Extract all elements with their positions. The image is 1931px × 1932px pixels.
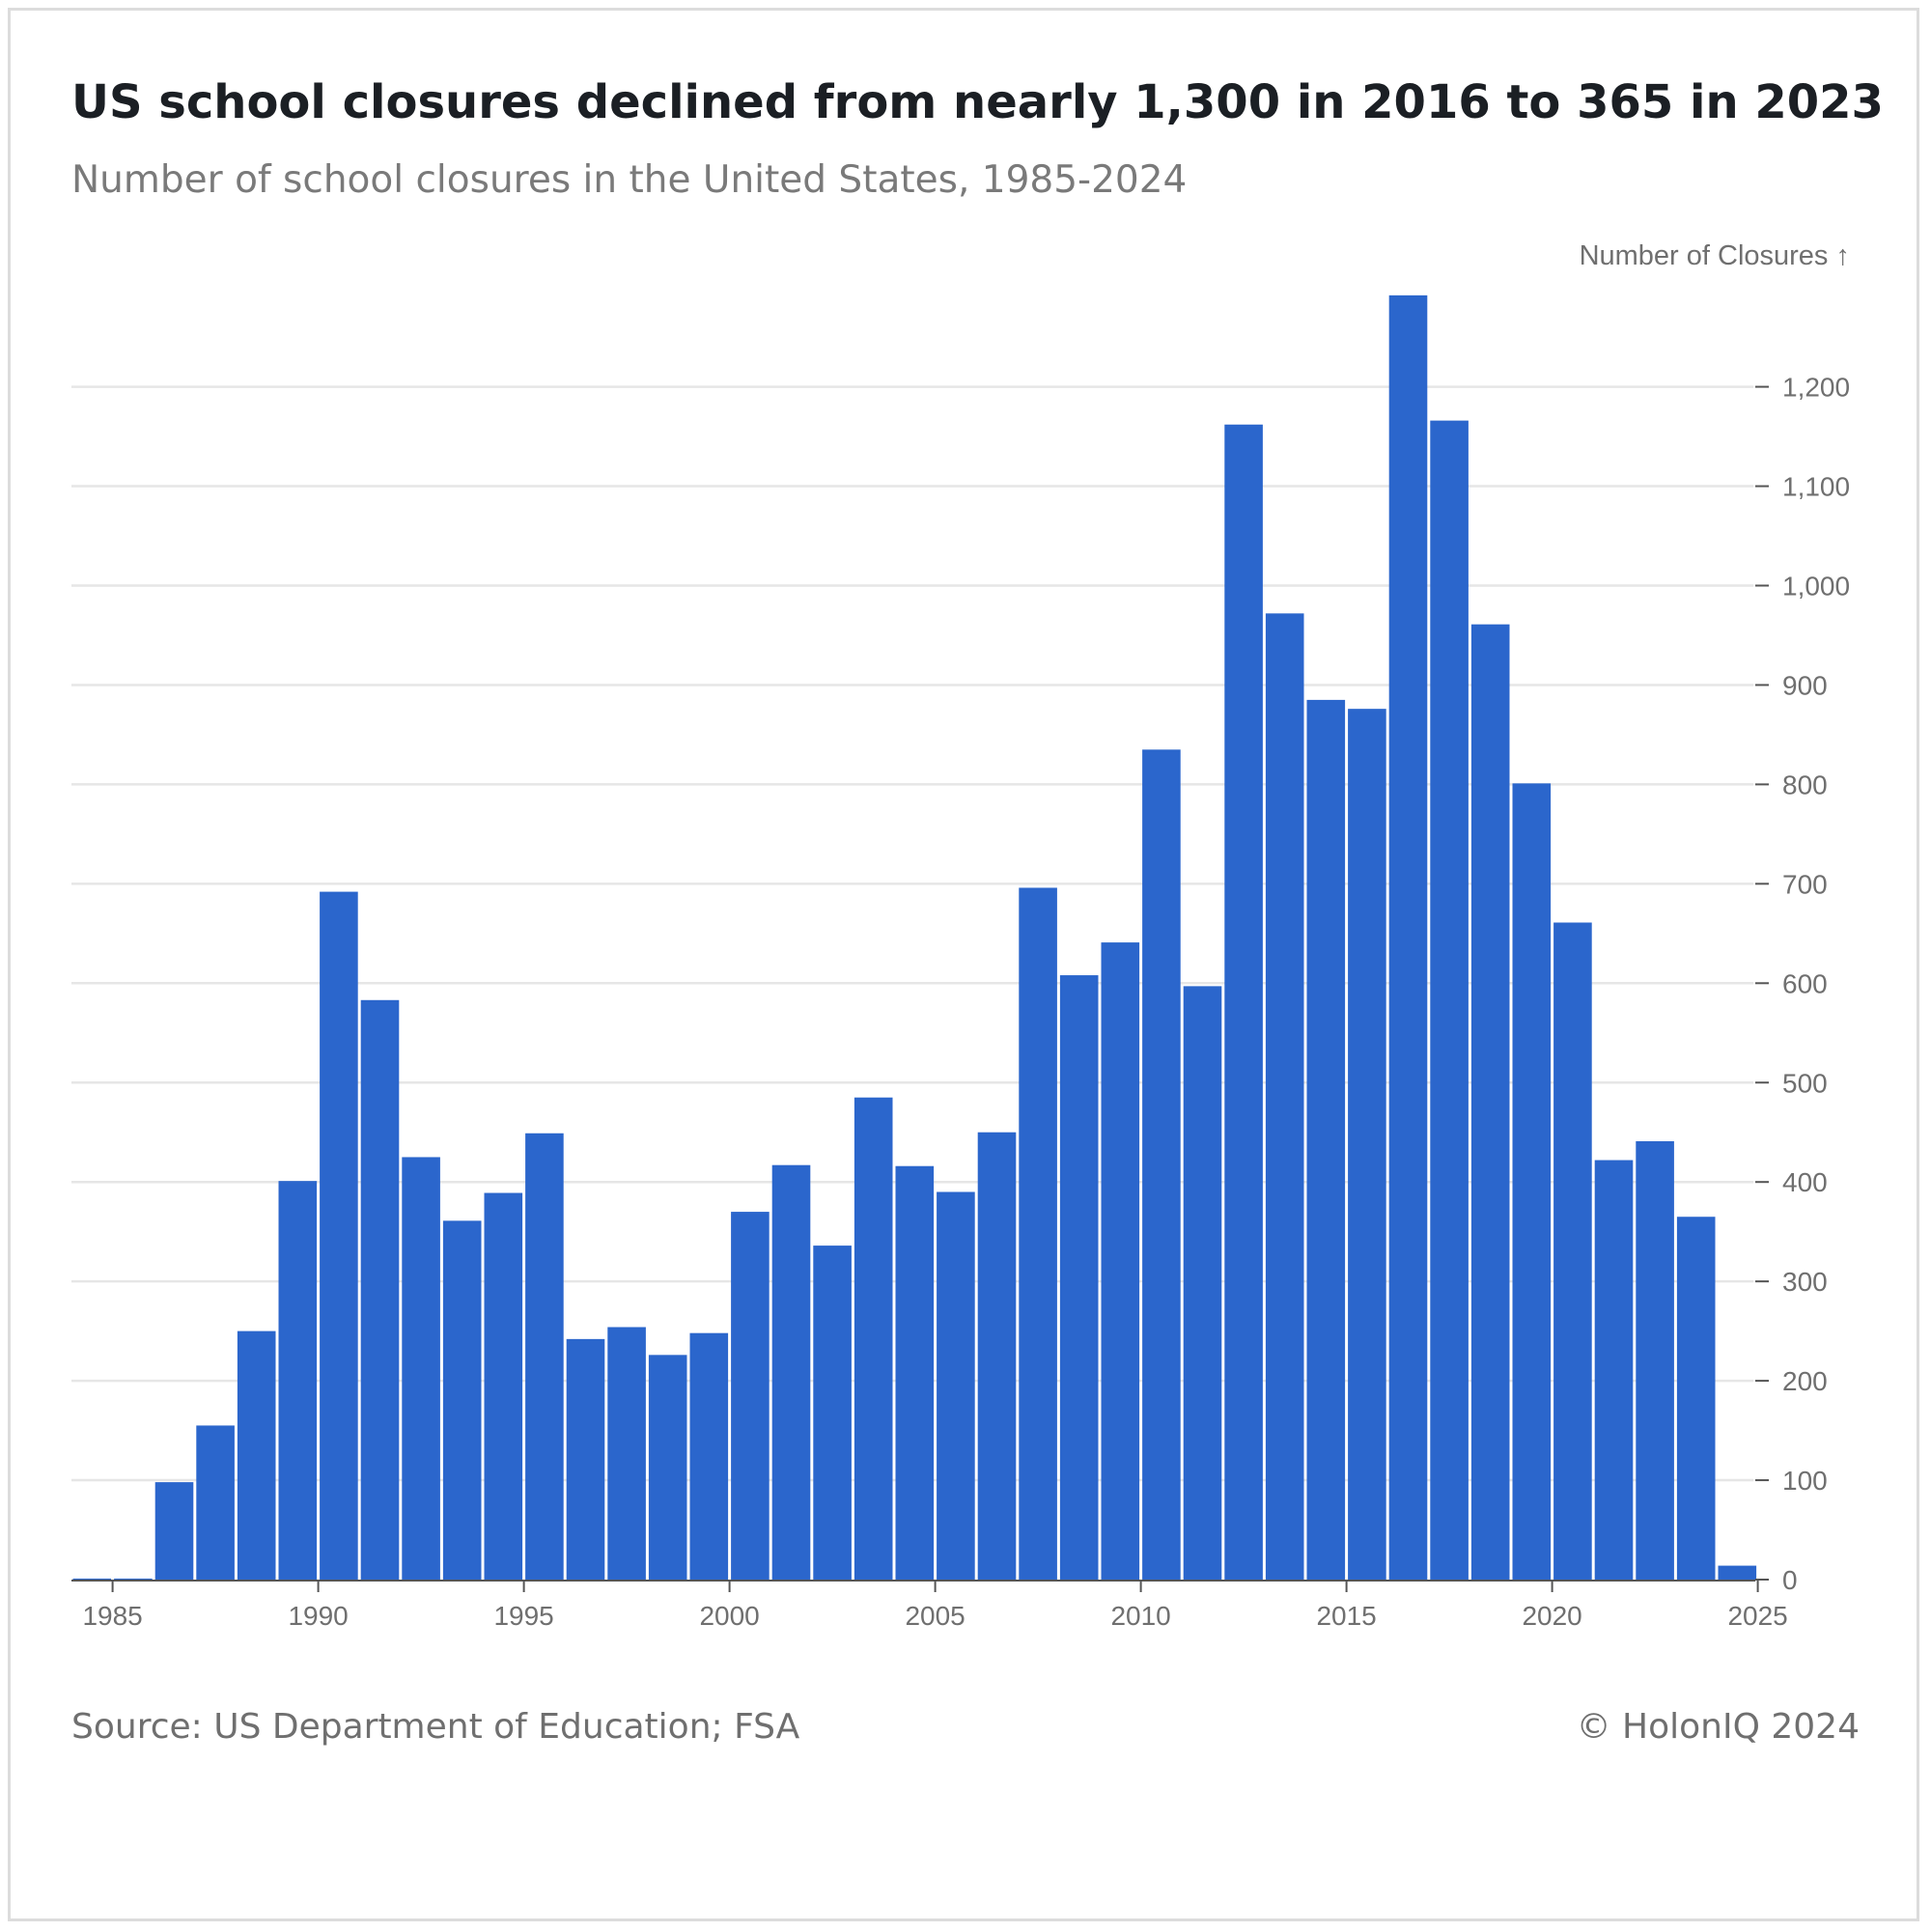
bar-1989 (278, 1181, 318, 1580)
bar-1984 (72, 1578, 112, 1580)
bar-2007 (1019, 887, 1057, 1580)
bar-2021 (1594, 1160, 1634, 1580)
y-tick-label: 300 (1782, 1267, 1828, 1297)
bar-2003 (854, 1097, 893, 1580)
bar-1992 (402, 1157, 440, 1580)
y-axis: 0 100 200 300 400 500 600 700 800 900 1,000 1,100 1,… (1755, 373, 1850, 1595)
copyright-note: © HolonIQ 2024 (1576, 1707, 1860, 1747)
x-tick-label: 2020 (1522, 1601, 1581, 1631)
source-note: Source: US Department of Education; FSA (71, 1707, 800, 1747)
y-tick-label: 100 (1782, 1466, 1828, 1496)
bar-2022 (1636, 1140, 1674, 1580)
bar-2008 (1059, 975, 1099, 1580)
y-tick-label: 600 (1782, 968, 1828, 998)
chart-subtitle: Number of school closures in the United … (71, 158, 1188, 202)
bar-2019 (1512, 783, 1552, 1580)
bar-2013 (1265, 613, 1304, 1580)
y-tick-label: 1,000 (1782, 572, 1850, 602)
y-tick-label: 0 (1782, 1565, 1798, 1595)
bar-2010 (1142, 749, 1181, 1580)
bar-2005 (937, 1191, 975, 1580)
bar-1994 (484, 1192, 523, 1580)
x-tick-label: 2015 (1316, 1601, 1376, 1631)
bar-2018 (1470, 624, 1510, 1580)
bar-1985 (114, 1578, 153, 1580)
bar-1996 (566, 1338, 605, 1580)
bar-1986 (154, 1482, 194, 1580)
bar-2000 (731, 1212, 770, 1580)
y-tick-label: 800 (1782, 770, 1828, 799)
bar-1999 (689, 1332, 729, 1580)
bar-2023 (1676, 1217, 1716, 1580)
x-tick-label: 2010 (1110, 1601, 1170, 1631)
y-tick-label: 1,200 (1782, 373, 1850, 403)
x-tick-label: 1985 (82, 1601, 142, 1631)
x-tick-label: 1995 (493, 1601, 553, 1631)
bar-1993 (442, 1220, 482, 1580)
bar-2024 (1718, 1565, 1757, 1580)
bar-2001 (771, 1164, 811, 1580)
y-tick-label: 1,100 (1782, 472, 1850, 502)
y-axis-title: Number of Closures ↑ (1580, 240, 1850, 271)
x-tick-label: 2005 (905, 1601, 965, 1631)
bar-1990 (320, 891, 358, 1580)
bar-2012 (1224, 424, 1263, 1581)
y-tick-label: 200 (1782, 1366, 1828, 1396)
bar-2017 (1430, 420, 1469, 1580)
bar-2009 (1101, 942, 1140, 1580)
bar-2014 (1306, 699, 1346, 1580)
y-tick-label: 500 (1782, 1068, 1828, 1098)
bar-1995 (525, 1133, 564, 1580)
bar-1997 (607, 1327, 646, 1580)
bar-2016 (1388, 294, 1428, 1580)
x-tick-label: 2000 (699, 1601, 759, 1631)
bar-2020 (1553, 922, 1592, 1580)
bars (72, 294, 1757, 1581)
x-tick-label: 2025 (1727, 1601, 1787, 1631)
bar-2002 (813, 1246, 852, 1580)
bar-2015 (1348, 709, 1386, 1580)
bar-1998 (648, 1355, 687, 1580)
bar-2006 (977, 1132, 1017, 1580)
x-tick-label: 1990 (288, 1601, 348, 1631)
chart-title: US school closures declined from nearly … (71, 75, 1884, 129)
bar-2011 (1183, 986, 1222, 1580)
bar-1988 (237, 1330, 276, 1580)
bar-1991 (360, 999, 400, 1580)
x-axis: 1985 1990 1995 2000 2005 2010 2015 2020 2025 (71, 1580, 1788, 1631)
bar-2004 (895, 1165, 935, 1580)
bar-1987 (196, 1425, 235, 1580)
y-tick-label: 700 (1782, 869, 1828, 899)
y-tick-label: 900 (1782, 670, 1828, 700)
y-tick-label: 400 (1782, 1167, 1828, 1197)
